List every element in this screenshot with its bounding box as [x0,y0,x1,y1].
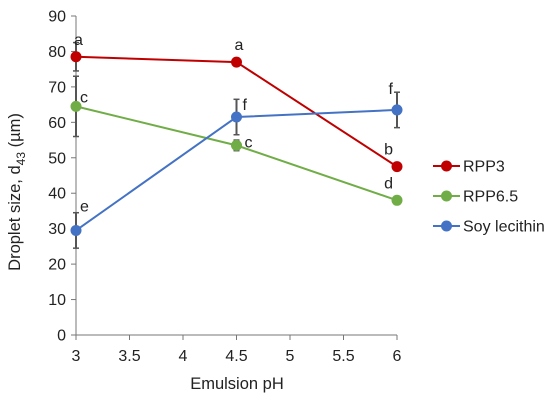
data-point [391,161,403,173]
series-layer: a a b c c d e f f [70,32,403,249]
data-point [391,104,403,116]
legend-marker [441,220,452,232]
y-tick-label: 50 [48,150,66,167]
y-axis-title-unit: (µm) [6,113,24,152]
y-axis-title-subscript: 43 [14,152,28,166]
x-tick-label: 5 [286,348,295,365]
y-tick-label: 40 [48,186,66,203]
x-axis-title: Emulsion pH [190,375,284,393]
x-axis-ticks: 3 3.5 4 4.5 5 5.5 6 [72,335,402,365]
legend-marker [441,190,452,202]
legend-marker [441,160,452,172]
significance-label: f [243,97,248,114]
legend-item: RPP6.5 [433,189,518,206]
significance-label: a [235,37,244,54]
legend-label: Soy lecithin [463,219,545,236]
x-tick-label: 5.5 [332,348,354,365]
series-rpp3: a a b [70,32,403,173]
data-point [70,224,82,236]
x-tick-label: 4 [179,348,188,365]
y-tick-label: 70 [48,79,66,96]
y-tick-label: 10 [48,292,66,309]
data-point [70,51,82,63]
data-point [231,56,242,68]
legend: RPP3 RPP6.5 Soy lecithin [433,159,545,236]
significance-label: f [389,81,394,98]
series-soy-lecithin: e f f [70,81,403,249]
series-rpp6-5: c c d [70,75,403,206]
y-tick-label: 60 [48,115,66,132]
x-tick-label: 4.5 [225,348,247,365]
x-tick-label: 3.5 [118,348,140,365]
y-axis-ticks: 0 10 20 30 40 50 60 70 80 90 [48,9,76,345]
legend-label: RPP6.5 [463,189,518,206]
x-tick-label: 3 [72,348,81,365]
data-point [231,111,242,123]
data-point [391,194,403,206]
significance-label: c [245,134,253,151]
data-point [231,139,242,151]
y-tick-label: 30 [48,221,66,238]
y-axis-title-main: Droplet size, d [6,165,24,270]
legend-item: RPP3 [433,159,505,176]
legend-label: RPP3 [463,159,505,176]
y-tick-label: 0 [57,328,66,345]
y-tick-label: 80 [48,44,66,61]
y-tick-label: 90 [48,9,66,26]
data-point [70,100,82,112]
significance-label: c [80,89,88,106]
significance-label: d [384,175,393,192]
y-tick-label: 20 [48,257,66,274]
y-axis-title: Droplet size, d43 (µm) [6,113,28,271]
significance-label: a [74,32,83,49]
legend-item: Soy lecithin [433,219,545,236]
x-tick-label: 6 [393,348,402,365]
significance-label: b [384,142,393,159]
significance-label: e [80,198,89,215]
